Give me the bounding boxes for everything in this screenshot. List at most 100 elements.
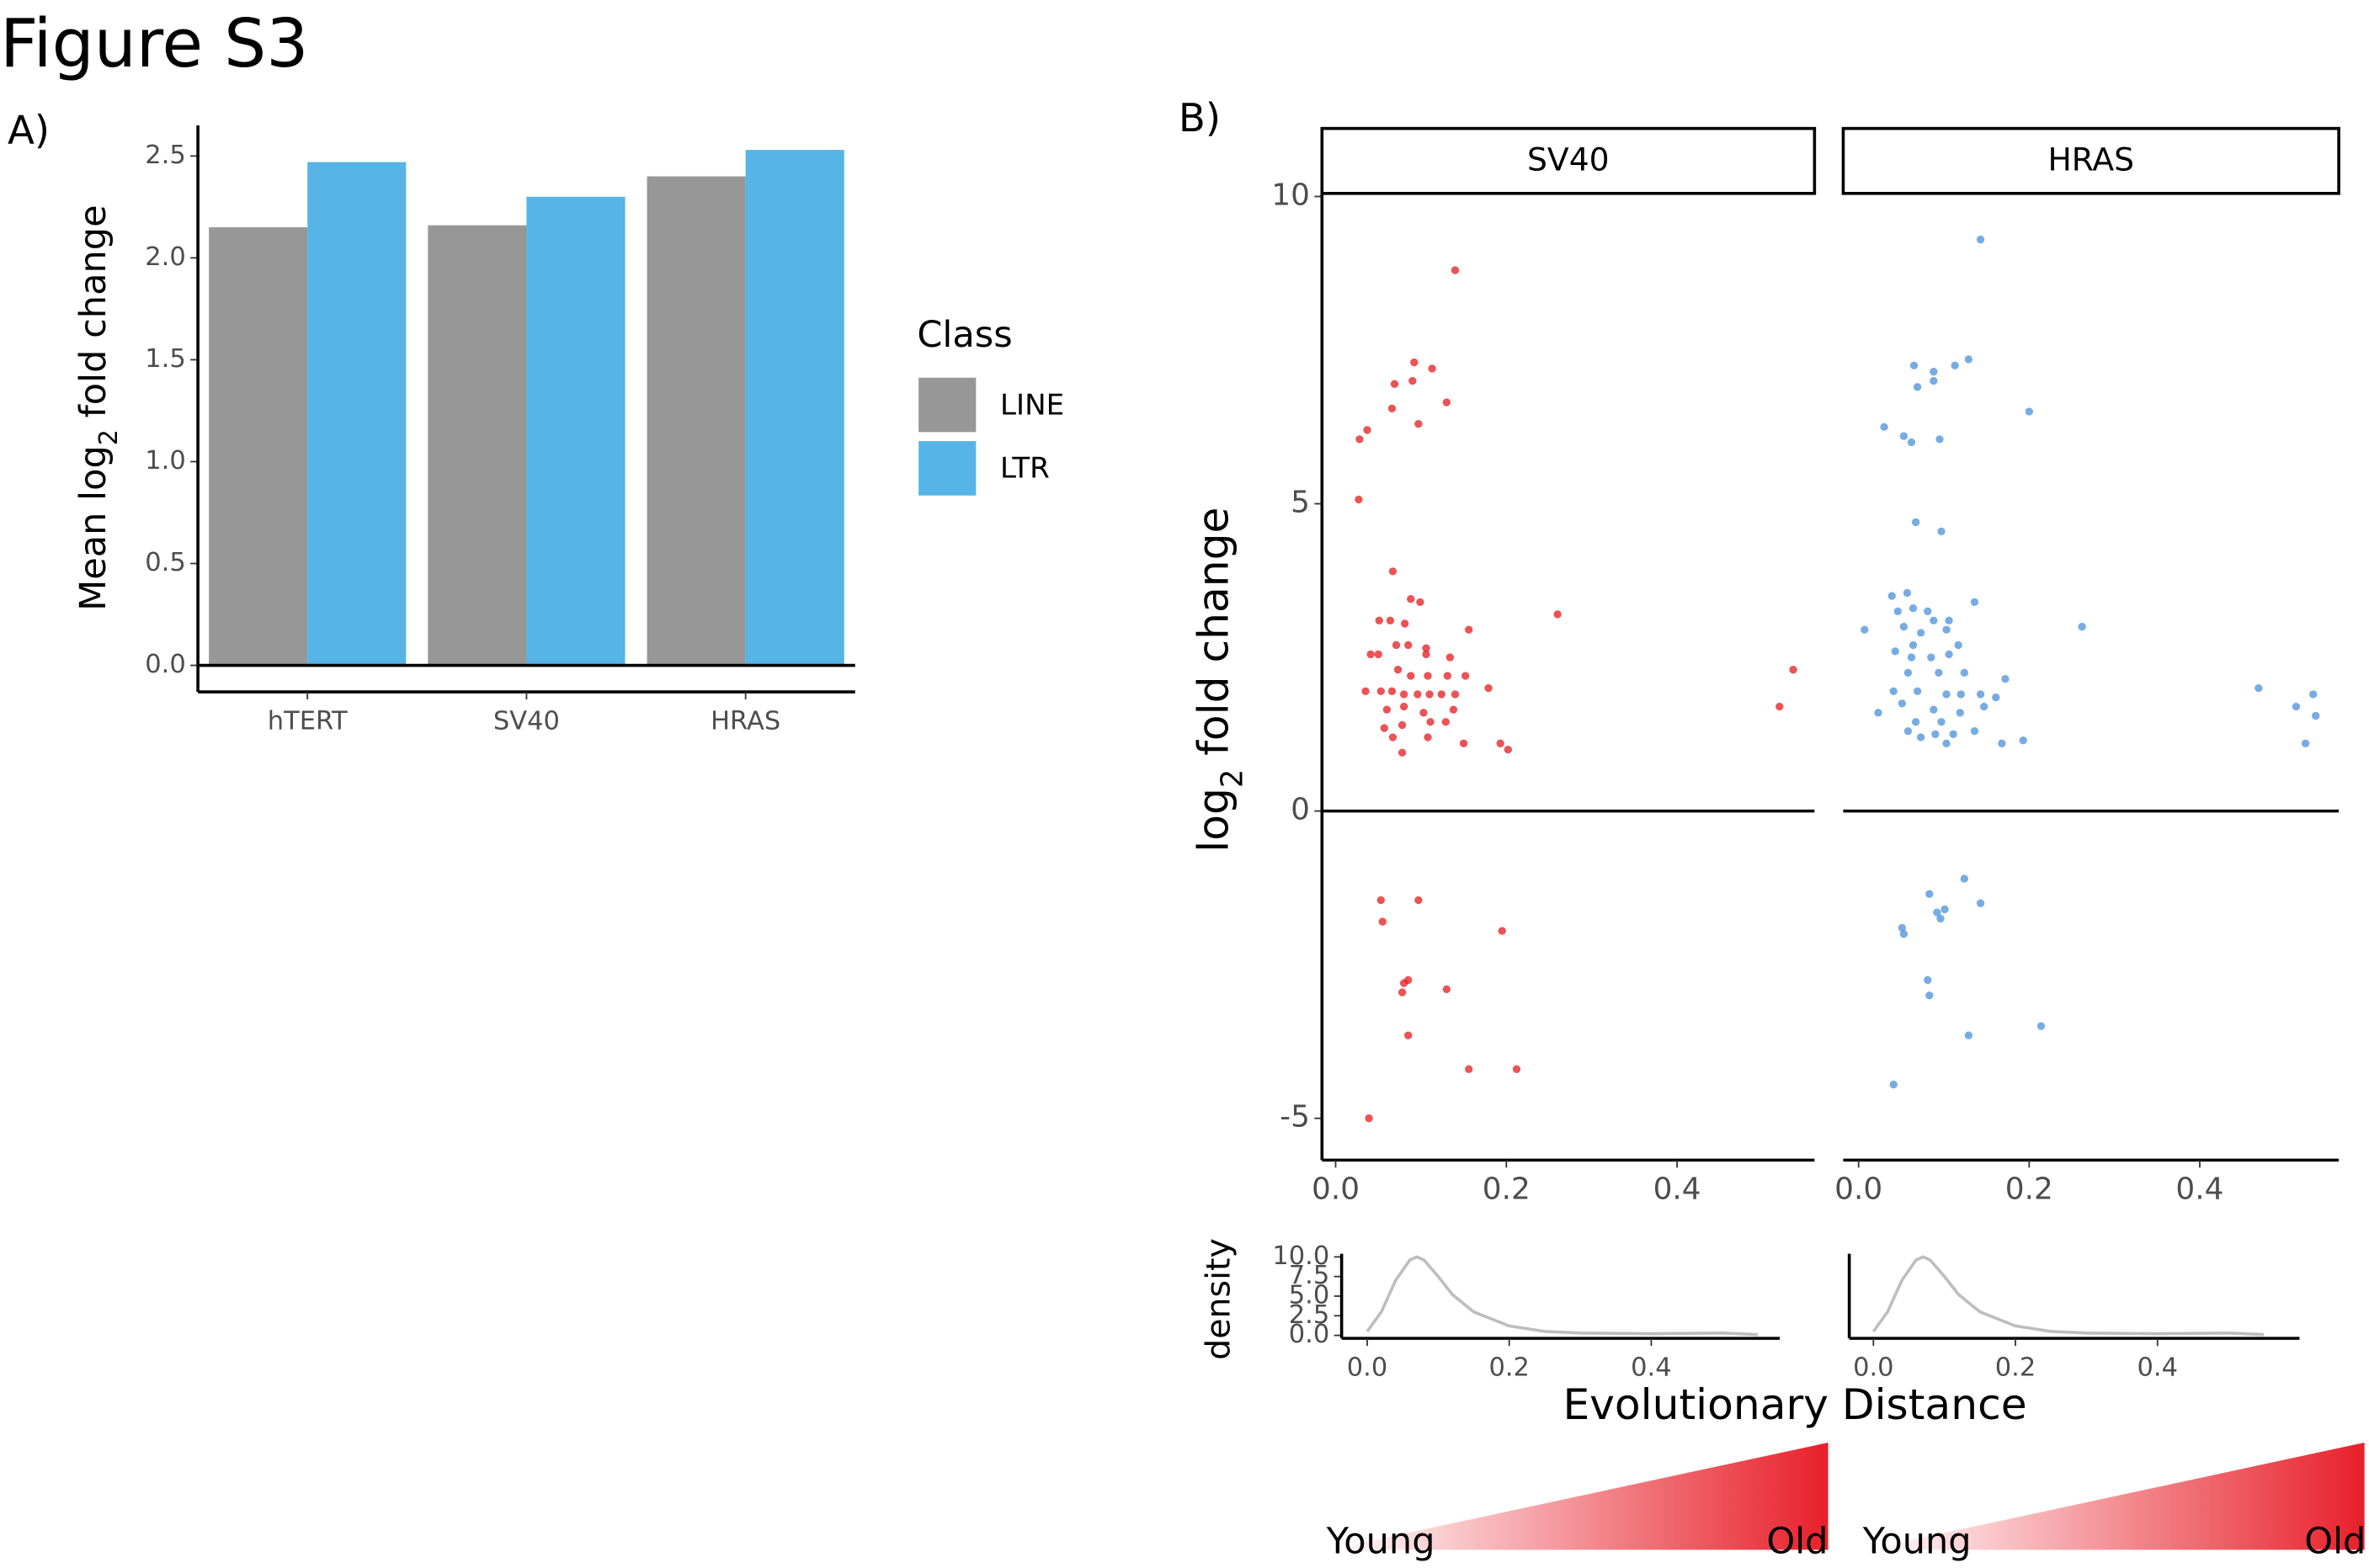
point [1404,1031,1413,1039]
gradient-high: Old [1766,1521,1828,1563]
point [1942,625,1951,634]
x-axis-title: Evolutionary Distance [1562,1379,2026,1429]
point [2078,622,2086,631]
point [1911,718,1920,726]
point [1970,727,1979,736]
legend-label: LINE [1000,388,1064,422]
point [1960,668,1968,678]
point [1399,979,1408,987]
point [1441,718,1451,726]
point [1361,687,1370,695]
point [1387,687,1397,695]
point [1512,1065,1521,1073]
point [1424,733,1432,741]
point [1382,705,1392,714]
point [1899,432,1909,440]
point [1956,690,1965,699]
point [1378,917,1387,926]
point [1459,739,1468,747]
point [1903,727,1913,736]
point [1504,745,1513,754]
point [2292,702,2301,711]
point [1903,588,1912,598]
point [1970,598,1979,607]
x-tick-label: hTERT [268,706,348,736]
point [1909,361,1919,369]
point [1775,702,1784,711]
gradient-low: Young [1862,1521,1972,1563]
gradient-low: Young [1326,1521,1435,1563]
y-axis-title-part: Mean log [72,445,114,611]
point [1998,739,2006,747]
bar [647,176,746,666]
point [1945,650,1953,659]
point [1898,699,1907,708]
y-axis-title-part: 2 [94,429,124,445]
point [1909,640,1918,650]
point [1899,929,1909,938]
point [1414,896,1423,905]
point [2255,683,2263,693]
point [1930,367,1938,376]
point [1913,687,1922,695]
point [1935,668,1943,678]
x-tick-label: 0.4 [1653,1172,1701,1206]
x-tick-label: 0.2 [1488,1353,1530,1383]
point [1399,702,1408,711]
strip-box [1320,126,1817,195]
point [1498,927,1506,935]
point [1465,625,1473,634]
x-tick-label: SV40 [493,706,560,736]
point [1407,595,1415,603]
point [1976,899,1985,907]
x-tick-label: 0.2 [2005,1172,2053,1206]
y-tick-label: 2.5 [145,141,186,170]
y-axis-title-part: log [1188,788,1238,853]
point [2036,1022,2046,1030]
point [1935,435,1944,444]
bar [209,227,308,666]
density-curve [1366,1255,1759,1337]
point [1889,687,1898,695]
point [1355,495,1363,504]
point [2301,739,2310,747]
point [2001,674,2010,683]
point [1445,653,1455,662]
point [1942,739,1951,747]
point [1397,748,1407,757]
y-tick-label: 1.0 [145,446,186,476]
point [1390,380,1399,388]
gradient-high: Old [2304,1521,2366,1563]
point [1365,1114,1373,1123]
point [1936,914,1945,923]
point [1925,991,1934,1000]
point [1861,625,1869,634]
point [2312,711,2320,720]
point [1496,739,1504,747]
point [1887,592,1896,600]
point [1442,398,1451,407]
strip-label: SV40 [1527,141,1610,178]
panel-label: B) [1179,96,1221,141]
point [1933,908,1941,917]
point [1907,653,1916,662]
point [1951,361,1959,369]
legend-label: LTR [1000,452,1050,486]
density-curve [1871,1255,2265,1337]
point [1930,705,1938,714]
point [1443,672,1452,680]
point [1979,702,1988,711]
point [1925,890,1934,898]
y-axis-title: density [1200,1238,1238,1360]
point [1937,718,1946,726]
point [1931,730,1940,739]
figure-title: Figure S3 [0,5,309,82]
point [1880,423,1888,431]
point [1374,650,1382,659]
point [1465,1065,1473,1073]
point [2025,407,2033,416]
y-tick-label: 2.5 [1289,1300,1330,1330]
point [1451,266,1460,274]
point [1376,896,1385,905]
